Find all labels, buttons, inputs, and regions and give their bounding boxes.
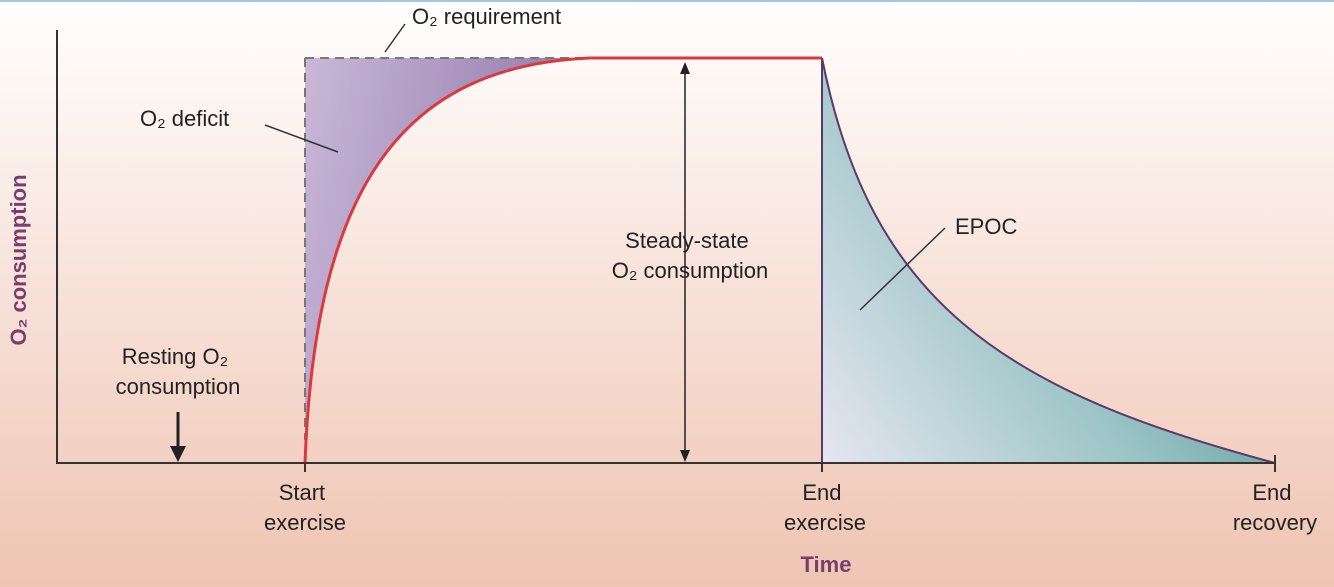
deficit-label: O₂ deficit (140, 106, 229, 131)
steady-state-label: Steady-state O₂ consumption (612, 228, 769, 283)
leader-line (384, 23, 406, 53)
x-axis-title: Time (801, 552, 852, 577)
consumption-curve (303, 56, 822, 464)
leader-line (264, 124, 339, 153)
label-line: End (1252, 480, 1291, 505)
x-label: End exercise (784, 480, 866, 535)
epoc-area (822, 58, 1275, 463)
deficit-area (305, 58, 590, 463)
requirement-line (304, 57, 590, 440)
label-line: Resting O₂ (122, 344, 228, 369)
x-label: Start exercise (264, 480, 346, 535)
x-label: End recovery (1233, 480, 1317, 535)
requirement-label: O₂ requirement (412, 4, 561, 29)
label-line: O₂ consumption (612, 258, 769, 283)
label-line: End (802, 480, 841, 505)
label-line: exercise (264, 510, 346, 535)
label-line: Steady-state (625, 228, 749, 253)
arrow-head (170, 446, 186, 462)
label-line: exercise (784, 510, 866, 535)
epoc-label: EPOC (955, 214, 1017, 239)
recovery-curve (821, 57, 1276, 464)
resting-label: Resting O₂ consumption (116, 344, 241, 399)
label-line: consumption (116, 374, 241, 399)
label-line: recovery (1233, 510, 1317, 535)
leader-line (859, 227, 946, 311)
y-axis-title: O₂ consumption (6, 174, 31, 345)
label-line: Start (279, 480, 325, 505)
